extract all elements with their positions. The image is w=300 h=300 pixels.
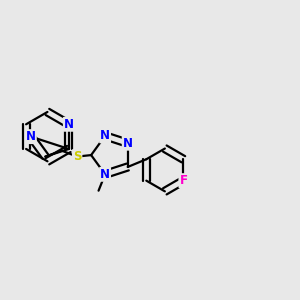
Text: N: N: [26, 130, 36, 143]
Text: F: F: [179, 174, 188, 187]
Text: N: N: [100, 129, 110, 142]
Text: N: N: [64, 118, 74, 131]
Text: N: N: [100, 168, 110, 181]
Text: N: N: [123, 137, 133, 150]
Text: S: S: [73, 150, 81, 163]
